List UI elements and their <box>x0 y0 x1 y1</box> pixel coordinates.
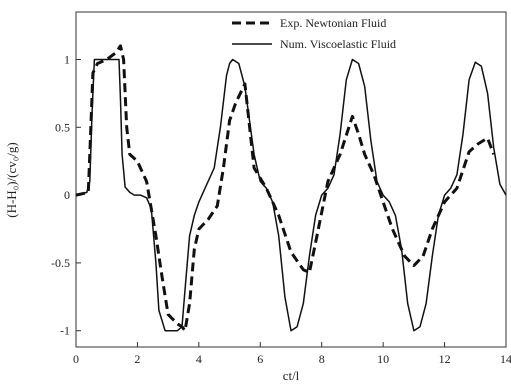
x-tick-label: 0 <box>73 352 79 366</box>
plot-frame <box>75 11 507 348</box>
y-tick-label: 1 <box>64 52 70 66</box>
plot-area <box>75 11 507 348</box>
x-tick-label: 12 <box>439 352 451 366</box>
series-layer <box>75 44 507 333</box>
y-tick-label: -1 <box>60 324 70 338</box>
x-tick-label: 10 <box>377 352 389 366</box>
x-axis-label: ct/l <box>283 368 300 383</box>
legend-label-newtonian: Exp. Newtonian Fluid <box>280 16 386 30</box>
series-line-newtonian <box>75 44 496 333</box>
legend-label-viscoelastic: Num. Viscoelastic Fluid <box>280 37 396 51</box>
y-tick-label: 0.5 <box>55 120 70 134</box>
x-tick-label: 4 <box>196 352 202 366</box>
y-tick-label: 0 <box>64 188 70 202</box>
x-tick-label: 8 <box>319 352 325 366</box>
x-tick-label: 6 <box>257 352 263 366</box>
series-line-viscoelastic <box>75 58 507 332</box>
x-axis: 0 2 4 6 8 10 12 14 <box>73 342 511 366</box>
y-axis-label: (H-H₀)/(cv₀/g) <box>4 142 19 217</box>
y-tick-label: -0.5 <box>51 256 70 270</box>
x-tick-label: 2 <box>134 352 140 366</box>
x-tick-label: 14 <box>500 352 511 366</box>
legend: Exp. Newtonian Fluid Num. Viscoelastic F… <box>232 16 396 51</box>
